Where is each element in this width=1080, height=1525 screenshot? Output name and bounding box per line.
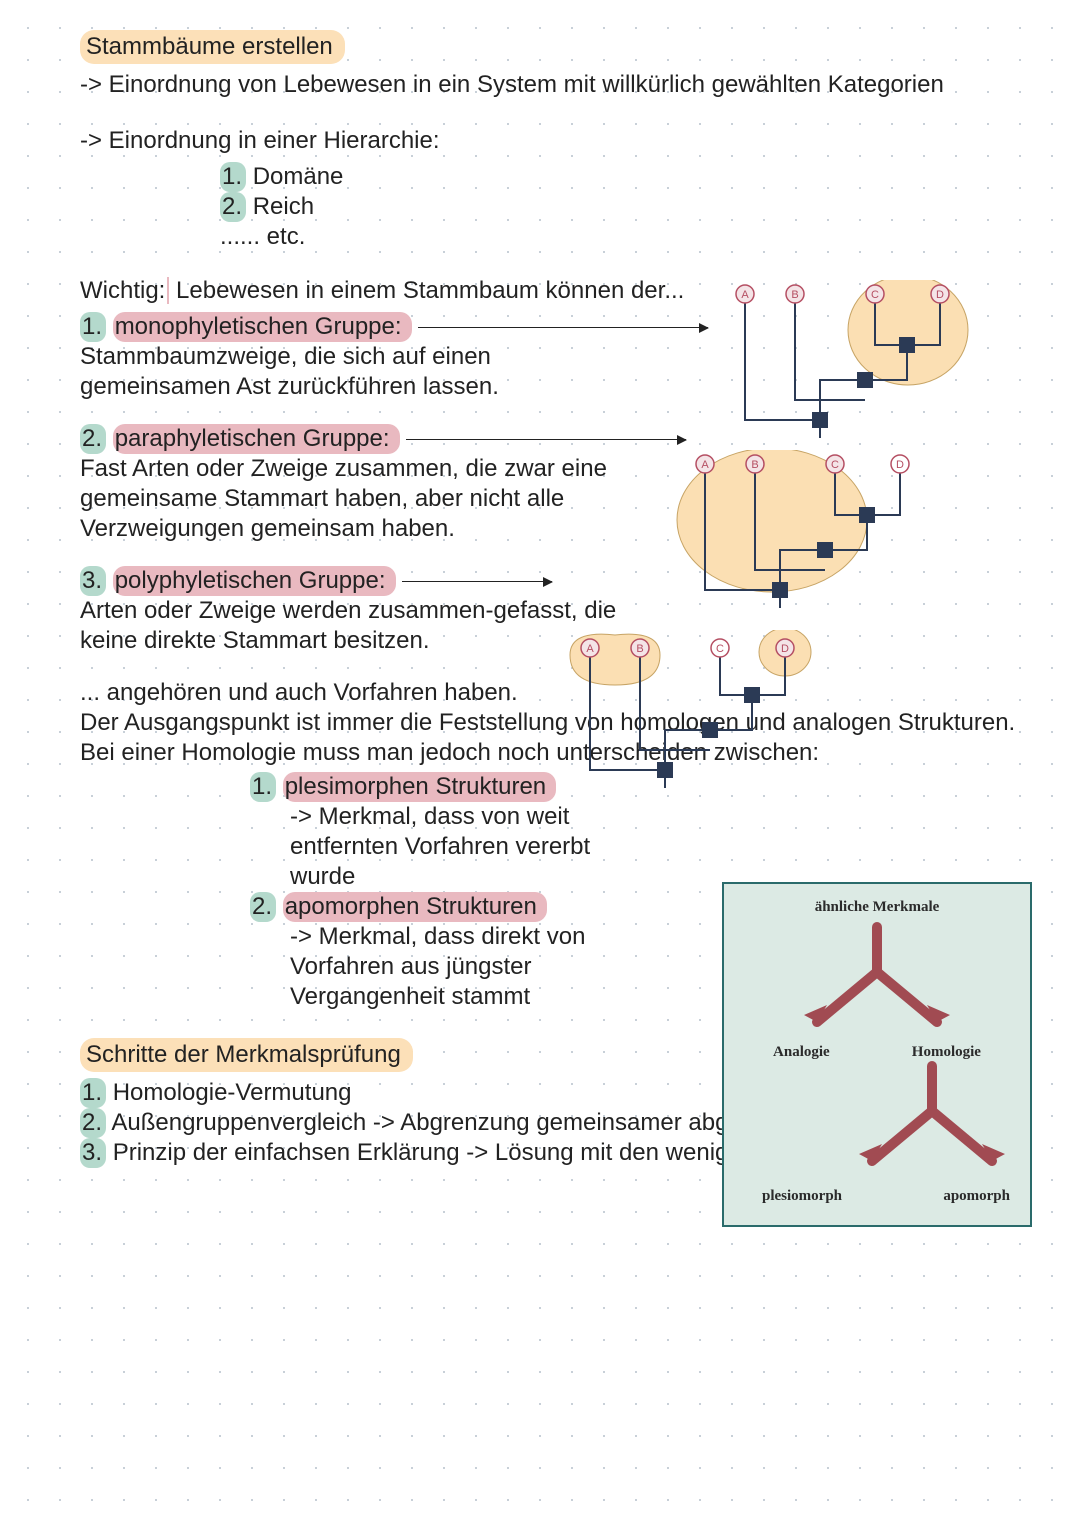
g3-title: polyphyletischen Gruppe: xyxy=(113,566,396,596)
svg-text:D: D xyxy=(896,459,904,471)
hier-etc: ...... etc. xyxy=(80,222,1025,252)
wichtig-prefix: Wichtig: xyxy=(80,277,169,304)
s1-title: plesimorphen Strukturen xyxy=(283,772,556,802)
intro-line-1: -> Einordnung von Lebewesen in ein Syste… xyxy=(80,70,1025,100)
info-r2: apomorph xyxy=(943,1187,1010,1206)
step3-num: 3. xyxy=(80,1138,106,1168)
hier-num-2: 2. xyxy=(220,192,246,222)
s2-num: 2. xyxy=(250,892,276,922)
svg-text:B: B xyxy=(636,643,643,655)
svg-text:C: C xyxy=(831,459,839,471)
tree-monophyletic: A B C D xyxy=(700,280,1000,450)
info-l2: plesiomorph xyxy=(762,1187,842,1206)
info-top-label: ähnliche Merkmale xyxy=(732,898,1022,917)
g2-num: 2. xyxy=(80,424,106,454)
g2-title: paraphyletischen Gruppe: xyxy=(113,424,400,454)
g1-num: 1. xyxy=(80,312,106,342)
svg-text:C: C xyxy=(716,643,724,655)
hier-label-2: Reich xyxy=(253,193,314,220)
arrow-to-tree-2 xyxy=(406,439,686,440)
info-l1: Analogie xyxy=(773,1043,830,1062)
hier-num-1: 1. xyxy=(220,162,246,192)
info-r1: Homologie xyxy=(912,1043,981,1062)
svg-text:C: C xyxy=(871,289,879,301)
arrow-to-tree-1 xyxy=(418,327,708,328)
arrow-to-tree-3 xyxy=(402,581,552,582)
s1-body: -> Merkmal, dass von weit entfernten Vor… xyxy=(80,802,640,892)
s2-title: apomorphen Strukturen xyxy=(283,892,547,922)
intro-line-2: -> Einordnung in einer Hierarchie: xyxy=(80,126,1025,156)
tree-paraphyletic: A B C D xyxy=(660,450,960,630)
g1-body: Stammbaumzweige, die sich auf einen geme… xyxy=(80,342,640,402)
hier-label-1: Domäne xyxy=(253,163,344,190)
info-fork-1 xyxy=(732,917,1022,1037)
svg-text:A: A xyxy=(701,459,709,471)
g2-body: Fast Arten oder Zweige zusammen, die zwa… xyxy=(80,454,640,544)
svg-text:B: B xyxy=(751,459,758,471)
svg-text:B: B xyxy=(791,289,798,301)
step1-text: Homologie-Vermutung xyxy=(113,1079,352,1106)
info-fork-2 xyxy=(732,1061,1022,1181)
svg-text:A: A xyxy=(586,643,594,655)
tree-polyphyletic: A B C D xyxy=(545,630,845,805)
g1-title: monophyletischen Gruppe: xyxy=(113,312,412,342)
s1-num: 1. xyxy=(250,772,276,802)
g3-num: 3. xyxy=(80,566,106,596)
step1-num: 1. xyxy=(80,1078,106,1108)
heading-schritte: Schritte der Merkmalsprüfung xyxy=(80,1038,413,1072)
wichtig-rest: Lebewesen in einem Stammbaum können der.… xyxy=(169,277,684,304)
svg-text:D: D xyxy=(781,643,789,655)
step2-num: 2. xyxy=(80,1108,106,1138)
s2-body: -> Merkmal, dass direkt von Vorfahren au… xyxy=(80,922,640,1012)
heading-stammbaeume: Stammbäume erstellen xyxy=(80,30,345,64)
svg-text:A: A xyxy=(741,289,749,301)
svg-text:D: D xyxy=(936,289,944,301)
info-box-merkmale: ähnliche Merkmale Analogie Homologie ple… xyxy=(722,882,1032,1227)
